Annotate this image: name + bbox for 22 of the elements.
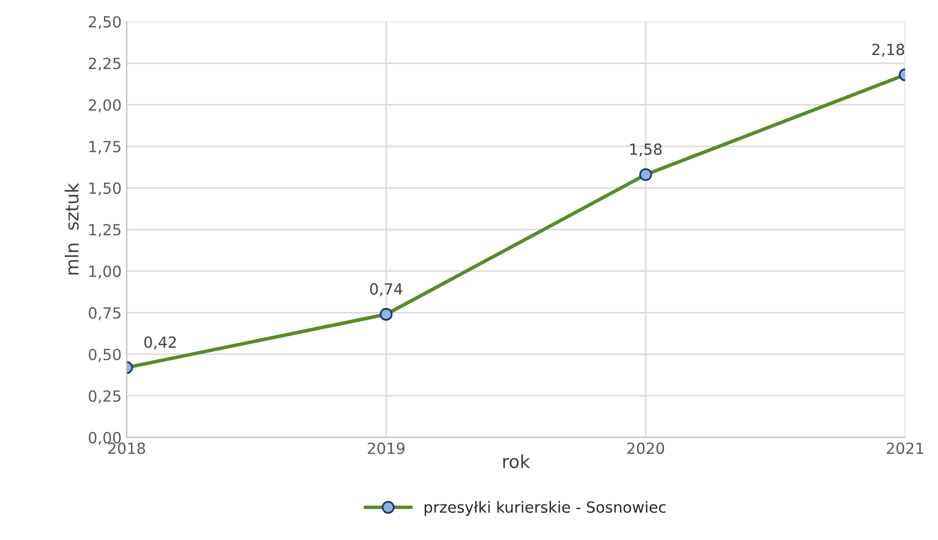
y-tick-label: 0,50	[88, 348, 121, 362]
y-tick-label: 1,50	[89, 182, 121, 196]
y-tick-label: 1,75	[89, 141, 120, 154]
y-tick-label: 0,25	[88, 390, 120, 404]
data-label: 0,42	[144, 336, 176, 350]
x-tick-label: 2021	[886, 442, 924, 454]
y-tick-label: 0,75	[88, 307, 120, 320]
x-tick-label: 2020	[627, 442, 664, 454]
y-tick-label: 0,00	[88, 432, 121, 445]
legend-label: przesyłki kurierskie - Sosnowiec	[424, 501, 666, 516]
data-label: 2,18	[872, 44, 904, 57]
data-label: 0,74	[370, 283, 402, 296]
y-tick-label: 2,50	[88, 16, 121, 30]
y-axis-title: mln sztuk	[64, 182, 79, 275]
y-tick-label: 1,00	[89, 266, 121, 279]
data-label: 1,58	[630, 143, 662, 157]
x-tick-label: 2018	[108, 442, 146, 454]
y-tick-label: 2,25	[88, 58, 120, 71]
y-tick-label: 1,25	[89, 224, 120, 238]
x-tick-label: 2019	[368, 442, 405, 454]
y-tick-label: 2,00	[88, 99, 121, 112]
x-axis-title: rok	[503, 454, 530, 468]
